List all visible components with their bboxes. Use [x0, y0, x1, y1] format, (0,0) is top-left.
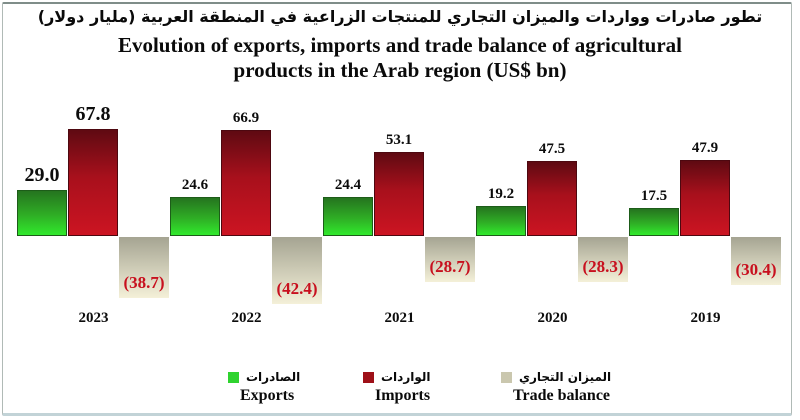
exports-bar: [170, 197, 220, 236]
trade-balance-value-label: (42.4): [276, 279, 318, 298]
legend-imports-arabic-label: الواردات: [381, 370, 431, 384]
trade-balance-bar: [119, 237, 169, 298]
legend-item-imports: الواردات Imports: [363, 368, 431, 405]
chart-title-arabic: تطور صادرات وواردات والميزان التجاري للم…: [37, 7, 763, 26]
trade-balance-value-label: (28.7): [429, 257, 471, 276]
imports-bar-value-label: 53.1: [385, 132, 413, 148]
trade-balance-value-label: (28.3): [582, 257, 624, 276]
imports-bar-value-label: 67.8: [75, 103, 111, 125]
x-axis-year-label: 2020: [537, 310, 568, 326]
legend-exports-arabic-label: الصادرات: [246, 370, 301, 384]
imports-bar-value-label: 47.9: [691, 140, 719, 156]
legend-item-trade-balance: الميزان التجاري Trade balance: [501, 368, 611, 405]
exports-bar-value-label: 19.2: [487, 186, 515, 202]
imports-bar-value-label: 47.5: [538, 141, 566, 157]
trade-balance-bar: [578, 237, 628, 282]
exports-bar: [17, 190, 67, 236]
legend-imports-english-label: Imports: [375, 387, 431, 404]
imports-bar: [68, 129, 118, 236]
trade-balance-bar: [272, 237, 322, 304]
exports-bar-value-label: 29.0: [24, 164, 60, 186]
trade-balance-value-label: (38.7): [123, 273, 165, 292]
legend-item-exports: الصادرات Exports: [228, 368, 300, 405]
x-axis-year-label: 2023: [78, 310, 109, 326]
exports-bar: [323, 197, 373, 236]
trade-balance-swatch-icon: [501, 371, 512, 383]
exports-bar: [476, 206, 526, 236]
legend-trade-balance-arabic-label: الميزان التجاري: [519, 370, 612, 384]
exports-bar-value-label: 17.5: [640, 188, 668, 204]
trade-balance-bar: [731, 237, 781, 285]
chart-legend: الصادرات Exports الواردات Imports الميزا…: [0, 368, 800, 410]
trade-balance-bar: [425, 237, 475, 282]
year-group-2021: 24.4 53.1 (28.7) 2021: [323, 95, 476, 330]
year-group-2022: 24.6 66.9 (42.4) 2022: [170, 95, 323, 330]
legend-trade-balance-english-label: Trade balance: [513, 387, 611, 404]
exports-bar-value-label: 24.6: [181, 177, 209, 193]
legend-exports-english-label: Exports: [240, 387, 295, 404]
x-axis-year-label: 2019: [690, 310, 721, 326]
imports-swatch-icon: [363, 371, 374, 383]
trade-balance-value-label: (30.4): [735, 260, 777, 279]
year-group-2019: 17.5 47.9 (30.4) 2019: [629, 95, 782, 330]
exports-bar-value-label: 24.4: [334, 177, 362, 193]
x-axis-year-label: 2022: [231, 310, 262, 326]
imports-bar-value-label: 66.9: [232, 110, 260, 126]
exports-bar: [629, 208, 679, 236]
chart-title-english-line1: Evolution of exports, imports and trade …: [117, 33, 683, 57]
bar-chart-plot-area: 29.0 67.8 (38.7) 2023 24.6 66.9 (42.4) 2022 24.4…: [17, 95, 782, 330]
chart-title-english: Evolution of exports, imports and trade …: [0, 33, 800, 83]
chart-title-english-line2: products in the Arab region (US$ bn): [233, 58, 567, 82]
year-group-2023: 29.0 67.8 (38.7) 2023: [17, 95, 170, 330]
imports-bar: [221, 130, 271, 236]
year-group-2020: 19.2 47.5 (28.3) 2020: [476, 95, 629, 330]
x-axis-year-label: 2021: [384, 310, 415, 326]
exports-swatch-icon: [228, 371, 239, 383]
imports-bar: [527, 161, 577, 236]
imports-bar: [680, 160, 730, 236]
imports-bar: [374, 152, 424, 236]
